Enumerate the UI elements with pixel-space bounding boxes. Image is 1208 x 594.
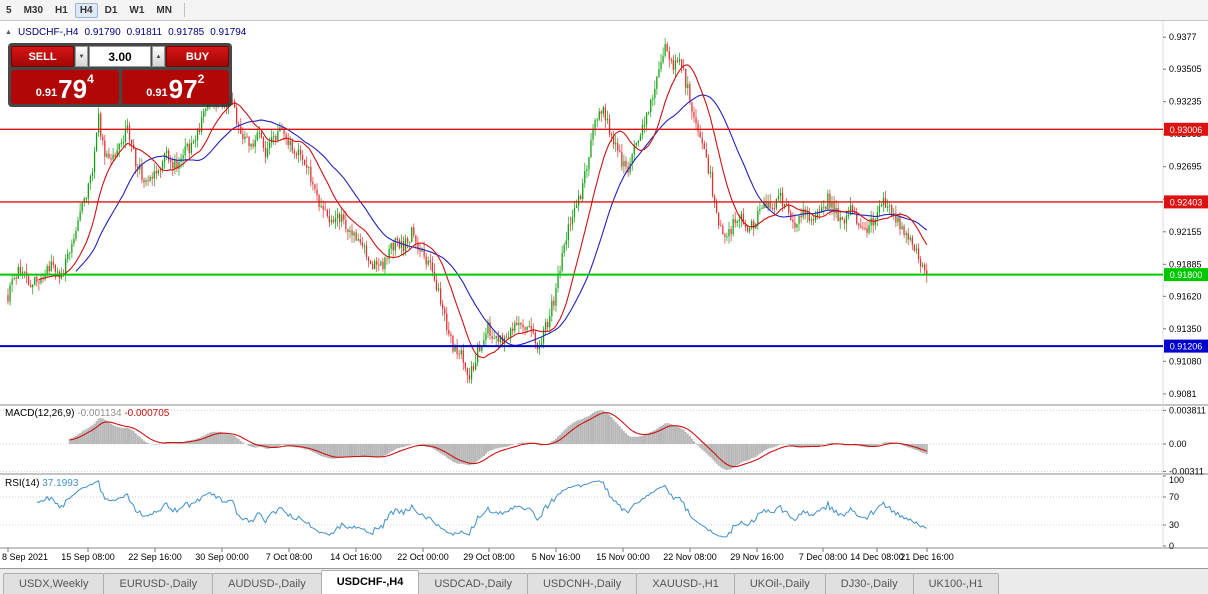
svg-text:0.91206: 0.91206 [1170,342,1203,352]
macd-value-signal: -0.000705 [124,408,170,419]
sell-price-prefix: 0.91 [35,87,58,99]
price-tag-0.91206: 0.91206 [1164,339,1208,353]
svg-text:100: 100 [1169,475,1184,485]
svg-text:0.91885: 0.91885 [1169,259,1202,269]
rsi-line [36,480,928,538]
sell-price-sup: 4 [87,72,94,86]
price-tag-0.91800: 0.91800 [1164,268,1208,282]
chart-ohlc-header: ▲ USDCHF-,H4 0.91790 0.91811 0.91785 0.9… [5,27,246,38]
svg-text:0.9081: 0.9081 [1169,389,1197,399]
svg-text:7 Dec 08:00: 7 Dec 08:00 [799,552,848,562]
chart-tab-eurusd-daily[interactable]: EURUSD-,Daily [103,573,214,594]
svg-text:14 Oct 16:00: 14 Oct 16:00 [330,552,382,562]
chart-tabbar: USDX,Weekly EURUSD-,Daily AUDUSD-,Daily USD… [0,568,1208,594]
svg-text:7 Oct 08:00: 7 Oct 08:00 [266,552,313,562]
timeframe-button-d1[interactable]: D1 [104,4,118,16]
svg-text:30: 30 [1169,520,1179,530]
svg-text:0: 0 [1169,541,1174,551]
svg-text:0.91620: 0.91620 [1169,291,1202,301]
buy-price-big: 97 [168,74,198,104]
svg-text:22 Sep 16:00: 22 Sep 16:00 [128,552,182,562]
timeframe-button-w1[interactable]: W1 [129,4,145,16]
one-click-trading-panel: SELL ▼ 3.00 ▲ BUY 0.91 79 4 0.91 97 2 [8,43,232,107]
timeframe-button-h1[interactable]: H1 [55,4,68,16]
svg-text:22 Nov 08:00: 22 Nov 08:00 [663,552,717,562]
svg-text:29 Nov 16:00: 29 Nov 16:00 [730,552,784,562]
svg-text:0.91350: 0.91350 [1169,324,1202,334]
svg-text:0.92403: 0.92403 [1170,197,1203,207]
svg-text:0.93006: 0.93006 [1170,125,1203,135]
svg-text:30 Sep 00:00: 30 Sep 00:00 [195,552,249,562]
ohlc-open: 0.91790 [84,27,121,38]
buy-price-sup: 2 [197,72,205,86]
chart-tab-xauusd-h1[interactable]: XAUUSD-,H1 [636,573,735,594]
volume-increase-icon[interactable]: ▲ [152,46,165,67]
rsi-axis: 100 70 30 0 [1163,475,1184,551]
svg-text:14 Dec 08:00: 14 Dec 08:00 [850,552,904,562]
svg-text:22 Oct 00:00: 22 Oct 00:00 [397,552,449,562]
chart-tab-usdcad-daily[interactable]: USDCAD-,Daily [418,573,528,594]
timeframe-button-m30[interactable]: M30 [23,4,44,16]
ohlc-low: 0.91785 [168,27,205,38]
ohlc-high: 0.91811 [126,27,163,38]
svg-text:15 Nov 00:00: 15 Nov 00:00 [596,552,650,562]
chart-tab-usdx-weekly[interactable]: USDX,Weekly [3,573,105,594]
macd-indicator-label: MACD(12,26,9) -0.001134 -0.000705 [5,408,169,419]
svg-text:0.92155: 0.92155 [1169,227,1202,237]
chart-window[interactable]: 0.93770.935050.932350.929650.926950.9242… [0,21,1208,568]
rsi-value: 37.1993 [42,478,79,489]
volume-input[interactable]: 3.00 [89,46,151,67]
chart-tab-audusd-daily[interactable]: AUDUSD-,Daily [212,573,322,594]
macd-axis: 0.003811 0.00 -0.00311 [1163,405,1206,476]
timeframe-button-5[interactable]: 5 [6,4,12,16]
timeframe-button-mn[interactable]: MN [156,4,172,16]
svg-text:0.93235: 0.93235 [1169,97,1202,107]
date-axis: 8 Sep 2021 15 Sep 08:00 22 Sep 16:00 30 Sep… [2,548,954,562]
timeframe-button-h4[interactable]: H4 [74,2,98,18]
chart-tab-ukoil-daily[interactable]: UKOil-,Daily [733,573,826,594]
svg-text:0.003811: 0.003811 [1169,405,1206,415]
price-tag-0.93006: 0.93006 [1164,122,1208,136]
svg-text:21 Dec 16:00: 21 Dec 16:00 [900,552,954,562]
buy-price-prefix: 0.91 [146,87,168,99]
ohlc-close: 0.91794 [210,27,247,38]
svg-text:0.9377: 0.9377 [1169,32,1197,42]
svg-text:0.00: 0.00 [1169,439,1187,449]
sell-button[interactable]: SELL [11,46,74,67]
svg-text:15 Sep 08:00: 15 Sep 08:00 [61,552,115,562]
svg-text:0.91800: 0.91800 [1170,270,1203,280]
chart-tab-usdchf-h4[interactable]: USDCHF-,H4 [320,570,420,594]
sell-price-button[interactable]: 0.91 79 4 [11,70,119,104]
macd-signal-line [69,412,927,468]
chart-tab-usdcnh-daily[interactable]: USDCNH-,Daily [526,573,638,594]
chart-canvas[interactable]: 0.93770.935050.932350.929650.926950.9242… [0,21,1208,568]
one-click-collapse-icon[interactable]: ▲ [5,29,12,36]
toolbar-separator [183,3,185,17]
price-tag-0.92403: 0.92403 [1164,195,1208,209]
macd-value-main: -0.001134 [77,408,122,419]
buy-price-button[interactable]: 0.91 97 2 [121,70,229,104]
chart-symbol-title: USDCHF-,H4 [17,27,79,38]
svg-text:8 Sep 2021: 8 Sep 2021 [2,552,48,562]
ma-fast-line [38,64,928,359]
timeframe-toolbar: 5 M30 H1 H4 D1 W1 MN [0,0,1208,21]
buy-button[interactable]: BUY [166,46,229,67]
rsi-indicator-label: RSI(14) 37.1993 [5,478,78,489]
chart-tab-uk100-h1[interactable]: UK100-,H1 [912,573,1000,594]
svg-text:70: 70 [1169,492,1179,502]
svg-text:0.91080: 0.91080 [1169,356,1202,366]
svg-text:5 Nov 16:00: 5 Nov 16:00 [532,552,581,562]
rsi-name: RSI(14) [5,478,40,489]
chart-tab-dj30-daily[interactable]: DJ30-,Daily [824,573,914,594]
ma-slow-line [75,94,928,346]
macd-name: MACD(12,26,9) [5,408,75,419]
svg-text:0.93505: 0.93505 [1169,64,1202,74]
svg-text:-0.00311: -0.00311 [1169,466,1204,476]
volume-decrease-icon[interactable]: ▼ [75,46,88,67]
svg-text:29 Oct 08:00: 29 Oct 08:00 [463,552,515,562]
sell-price-big: 79 [58,74,88,104]
svg-text:0.92695: 0.92695 [1169,162,1202,172]
